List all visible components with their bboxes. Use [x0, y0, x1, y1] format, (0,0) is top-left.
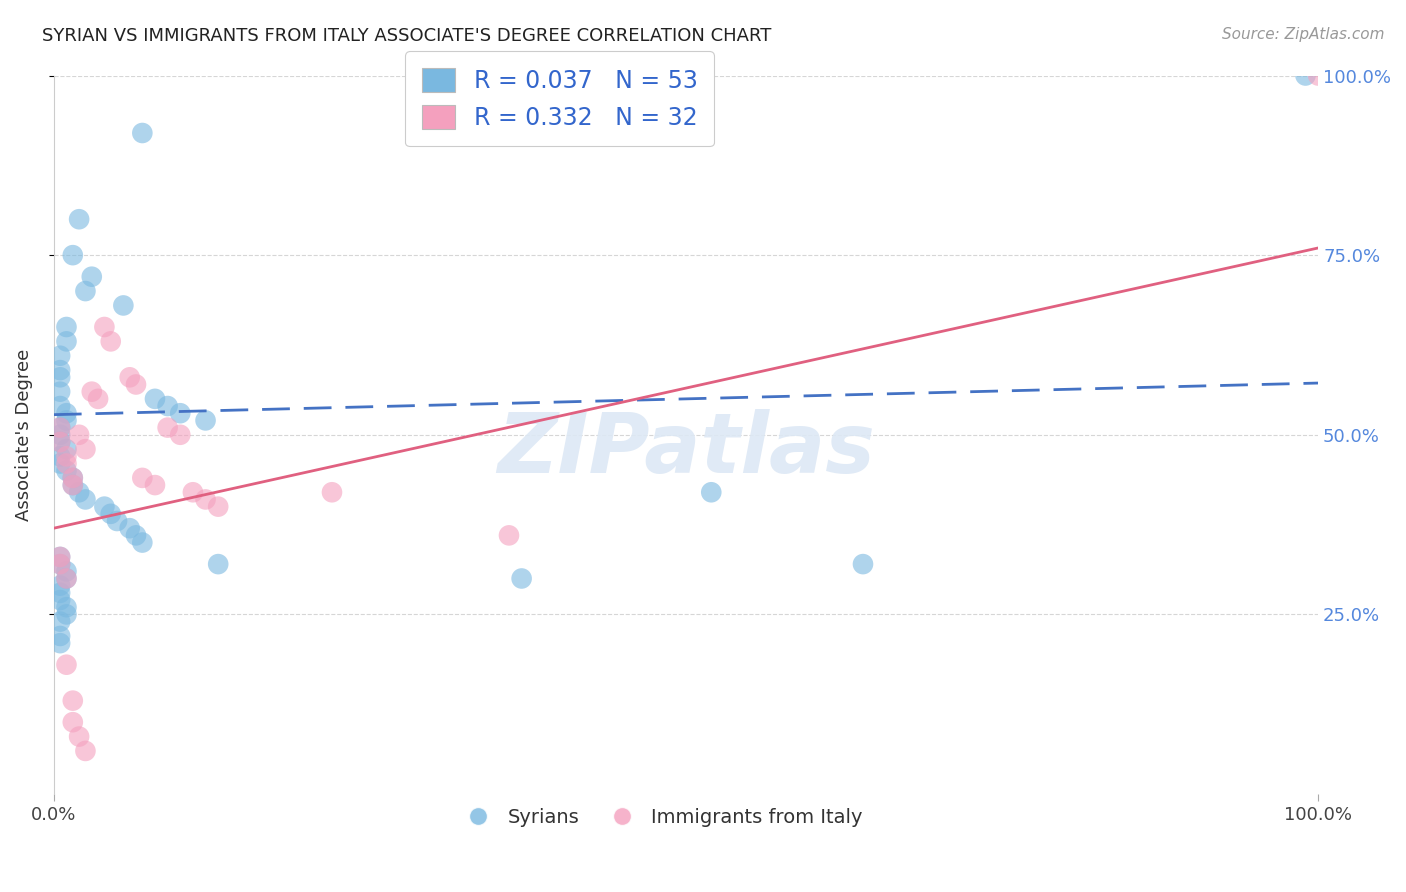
Point [49, 615, 72, 629]
Point [62, 471, 84, 485]
Point [49, 549, 72, 564]
Point [55, 572, 77, 586]
Point [55, 320, 77, 334]
Point [75, 284, 97, 298]
Point [75, 442, 97, 457]
Point [55, 657, 77, 672]
Point [49, 349, 72, 363]
Point [62, 471, 84, 485]
Point [49, 363, 72, 377]
Point [181, 485, 204, 500]
Point [55, 406, 77, 420]
Point [112, 298, 135, 312]
Point [131, 535, 153, 549]
Point [49, 399, 72, 413]
Point [118, 521, 141, 535]
Point [75, 744, 97, 758]
Point [156, 420, 179, 434]
Legend: Syrians, Immigrants from Italy: Syrians, Immigrants from Italy [451, 800, 870, 835]
Point [1295, 69, 1317, 83]
Point [169, 427, 191, 442]
Point [194, 492, 217, 507]
Point [80, 269, 103, 284]
Point [852, 557, 875, 571]
Point [55, 600, 77, 615]
Point [55, 450, 77, 464]
Point [1308, 69, 1330, 83]
Point [55, 442, 77, 457]
Point [49, 586, 72, 600]
Point [49, 427, 72, 442]
Point [93, 500, 115, 514]
Point [55, 413, 77, 427]
Y-axis label: Associate's Degree: Associate's Degree [15, 349, 32, 521]
Point [49, 629, 72, 643]
Point [62, 715, 84, 730]
Point [49, 450, 72, 464]
Point [67, 212, 90, 227]
Point [498, 528, 520, 542]
Point [194, 413, 217, 427]
Point [131, 471, 153, 485]
Point [49, 420, 72, 434]
Point [118, 370, 141, 384]
Point [207, 500, 229, 514]
Point [67, 730, 90, 744]
Point [49, 593, 72, 607]
Point [55, 464, 77, 478]
Point [55, 334, 77, 349]
Point [55, 607, 77, 622]
Text: Source: ZipAtlas.com: Source: ZipAtlas.com [1222, 27, 1385, 42]
Point [62, 478, 84, 492]
Point [49, 370, 72, 384]
Point [700, 485, 723, 500]
Point [125, 377, 148, 392]
Point [55, 572, 77, 586]
Point [49, 636, 72, 650]
Point [207, 557, 229, 571]
Point [67, 485, 90, 500]
Point [62, 248, 84, 262]
Point [62, 693, 84, 707]
Point [49, 457, 72, 471]
Point [100, 334, 122, 349]
Point [49, 434, 72, 449]
Point [93, 320, 115, 334]
Point [49, 557, 72, 571]
Point [80, 384, 103, 399]
Point [125, 528, 148, 542]
Text: ZIPatlas: ZIPatlas [498, 409, 875, 490]
Point [105, 514, 128, 528]
Text: SYRIAN VS IMMIGRANTS FROM ITALY ASSOCIATE'S DEGREE CORRELATION CHART: SYRIAN VS IMMIGRANTS FROM ITALY ASSOCIAT… [42, 27, 772, 45]
Point [169, 406, 191, 420]
Point [67, 427, 90, 442]
Point [49, 579, 72, 593]
Point [49, 420, 72, 434]
Point [156, 399, 179, 413]
Point [49, 434, 72, 449]
Point [55, 564, 77, 578]
Point [143, 478, 166, 492]
Point [131, 126, 153, 140]
Point [75, 492, 97, 507]
Point [49, 549, 72, 564]
Point [49, 384, 72, 399]
Point [321, 485, 343, 500]
Point [62, 478, 84, 492]
Point [510, 572, 533, 586]
Point [49, 557, 72, 571]
Point [100, 507, 122, 521]
Point [55, 457, 77, 471]
Point [143, 392, 166, 406]
Point [87, 392, 110, 406]
